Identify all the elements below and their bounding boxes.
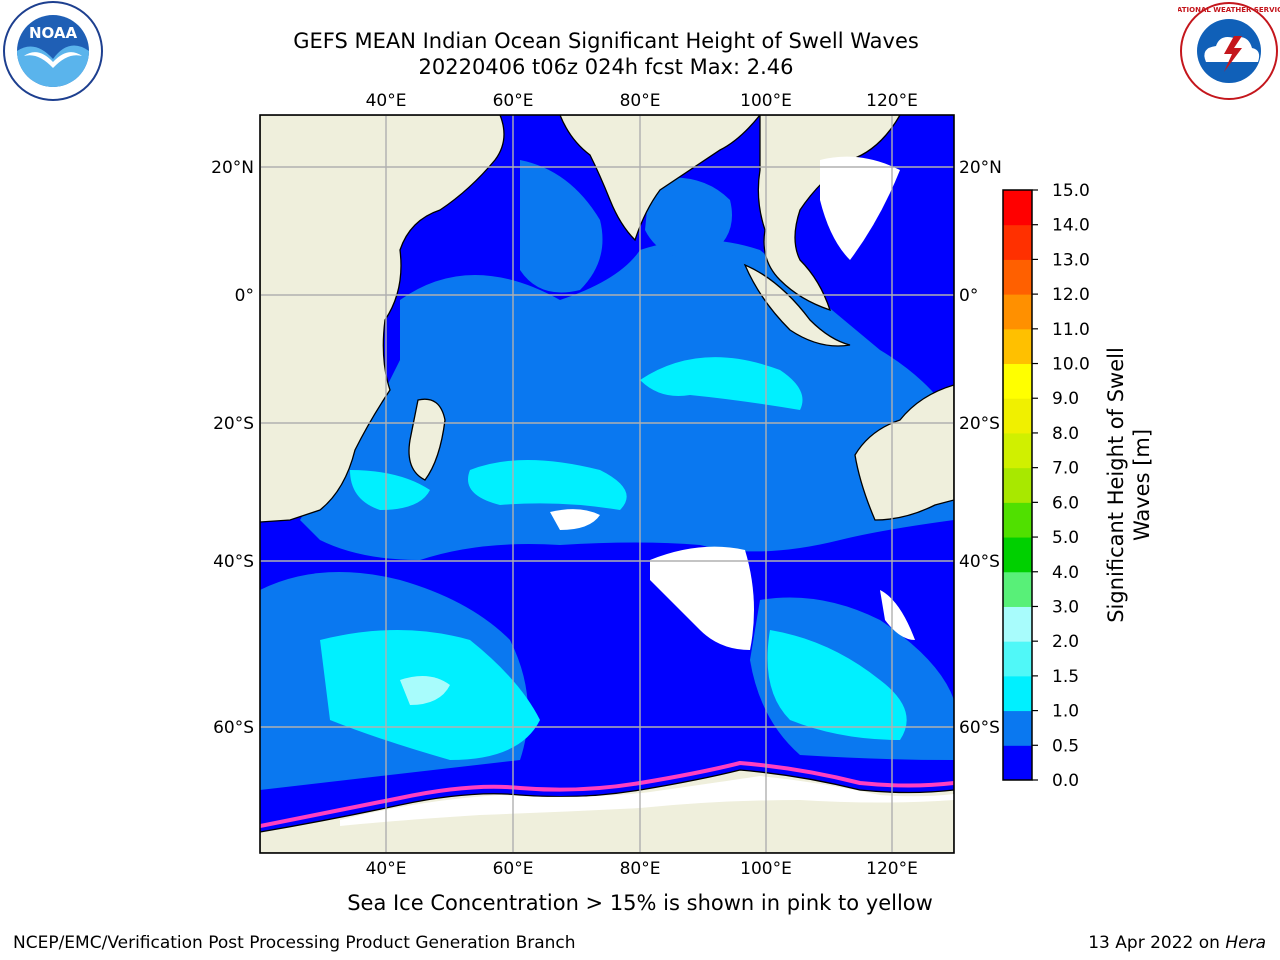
lon-labels-top: 40°E 60°E 80°E 100°E 120°E: [366, 91, 918, 111]
colorbar-swatch: [1003, 328, 1032, 365]
swell-band-bengal-mid: [645, 177, 732, 260]
lon-tick-bottom: 40°E: [366, 859, 407, 879]
lat-tick-left: 20°S: [213, 414, 254, 434]
map-subtitle: 20220406 t06z 024h fcst Max: 2.46: [418, 55, 794, 79]
lat-tick-left: 20°N: [211, 158, 254, 178]
colorbar-swatch: [1003, 363, 1032, 399]
lat-tick-right: 20°S: [959, 414, 1000, 434]
swell-patch-west: [350, 470, 430, 510]
colorbar-swatch: [1003, 259, 1032, 295]
credit-host: Hera: [1225, 933, 1266, 953]
land-india: [559, 115, 761, 242]
land-australia: [854, 384, 954, 521]
colorbar: 0.0 0.5 1.0 1.5 2.0 3.0 4.0 5.0 6.0 7.0 8.0 9.0 10.0…: [1002, 181, 1090, 791]
sea-ice-note: Sea Ice Concentration > 15% is shown in …: [347, 891, 933, 915]
colorbar-swatch: [1003, 398, 1032, 434]
colorbar-swatch: [1003, 537, 1032, 573]
lat-labels-left: 20°N 0° 20°S 40°S 60°S: [211, 158, 254, 738]
colorbar-swatch: [1003, 606, 1032, 642]
colorbar-tick-label: 3.0: [1052, 597, 1079, 617]
colorbar-swatch: [1003, 571, 1032, 607]
colorbar-swatch: [1003, 641, 1032, 677]
missing-data-patch-2: [550, 509, 600, 530]
colorbar-swatch: [1003, 224, 1032, 260]
colorbar-tick-label: 5.0: [1052, 528, 1079, 548]
lon-tick-bottom: 100°E: [740, 859, 792, 879]
swell-patch-southeast: [767, 630, 907, 740]
colorbar-tick-label: 0.0: [1052, 771, 1079, 791]
map-title: GEFS MEAN Indian Ocean Significant Heigh…: [293, 29, 919, 53]
colorbar-tick-label: 2.0: [1052, 632, 1079, 652]
lat-labels-right: 20°N 0° 20°S 40°S 60°S: [959, 158, 1002, 738]
map-area: [260, 115, 954, 853]
missing-data-patch-3: [880, 590, 915, 640]
lat-tick-left: 40°S: [213, 552, 254, 572]
swell-patch-peak: [400, 676, 450, 705]
lon-tick-top: 60°E: [493, 91, 534, 111]
colorbar-swatch: [1003, 190, 1032, 226]
lon-tick-bottom: 80°E: [620, 859, 661, 879]
colorbar-swatch: [1003, 467, 1032, 503]
map-frame: [259, 114, 955, 854]
lat-tick-right: 40°S: [959, 552, 1000, 572]
lon-tick-top: 100°E: [740, 91, 792, 111]
credit-branch: NCEP/EMC/Verification Post Processing Pr…: [13, 933, 576, 953]
lon-tick-bottom: 60°E: [493, 859, 534, 879]
colorbar-tick-label: 12.0: [1052, 285, 1090, 305]
lon-tick-top: 40°E: [366, 91, 407, 111]
colorbar-swatch: [1003, 502, 1032, 538]
colorbar-tick-label: 4.0: [1052, 563, 1079, 583]
colorbar-tick-label: 14.0: [1052, 216, 1090, 236]
lat-tick-right: 20°N: [959, 158, 1002, 178]
lon-tick-bottom: 120°E: [866, 859, 918, 879]
swell-patch-mid-south: [468, 460, 627, 510]
noaa-logo-text: NOAA: [29, 24, 78, 42]
colorbar-tick-label: 7.0: [1052, 459, 1079, 479]
colorbar-tick-label: 11.0: [1052, 320, 1090, 340]
colorbar-tick-label: 0.5: [1052, 736, 1079, 756]
credit-date-text: 13 Apr 2022 on: [1088, 933, 1226, 953]
map-gridlines: [260, 115, 954, 853]
colorbar-label-units: Waves [m]: [1130, 429, 1154, 541]
lon-tick-top: 80°E: [620, 91, 661, 111]
lon-tick-top: 120°E: [866, 91, 918, 111]
lon-labels-bottom: 40°E 60°E 80°E 100°E 120°E: [366, 859, 918, 879]
colorbar-frame: [1002, 189, 1033, 781]
colorbar-tick-label: 8.0: [1052, 424, 1079, 444]
sea-ice-white: [340, 776, 954, 826]
nws-logo-text: NATIONAL WEATHER SERVICE: [1178, 6, 1280, 14]
missing-data-patch-4: [820, 156, 900, 260]
nws-logo: NATIONAL WEATHER SERVICE: [1178, 2, 1280, 100]
land-madagascar: [408, 398, 446, 481]
colorbar-label: Significant Height of Swell: [1104, 347, 1128, 623]
land-sumatra: [743, 263, 851, 347]
missing-data-patch: [650, 546, 754, 650]
swell-band-arabian-mid: [520, 160, 603, 293]
colorbar-swatch: [1003, 294, 1032, 330]
colorbar-tick-label: 10.0: [1052, 355, 1090, 375]
lat-tick-right: 0°: [959, 286, 978, 306]
colorbar-tick-label: 15.0: [1052, 181, 1090, 201]
lat-tick-left: 60°S: [213, 718, 254, 738]
swell-patch-central: [640, 357, 803, 410]
colorbar-swatch: [1003, 745, 1032, 781]
credit-date: 13 Apr 2022 on Hera: [1088, 933, 1266, 953]
colorbar-tick-label: 13.0: [1052, 250, 1090, 270]
colorbar-tick-label: 9.0: [1052, 389, 1079, 409]
colorbar-swatch: [1003, 675, 1032, 712]
colorbar-swatch: [1003, 432, 1032, 469]
colorbar-swatch: [1003, 710, 1032, 746]
lat-tick-left: 0°: [235, 286, 254, 306]
lat-tick-right: 60°S: [959, 718, 1000, 738]
colorbar-tick-label: 1.5: [1052, 667, 1079, 687]
noaa-logo: NOAA: [3, 1, 103, 101]
colorbar-tick-label: 6.0: [1052, 493, 1079, 513]
colorbar-tick-label: 1.0: [1052, 702, 1079, 722]
